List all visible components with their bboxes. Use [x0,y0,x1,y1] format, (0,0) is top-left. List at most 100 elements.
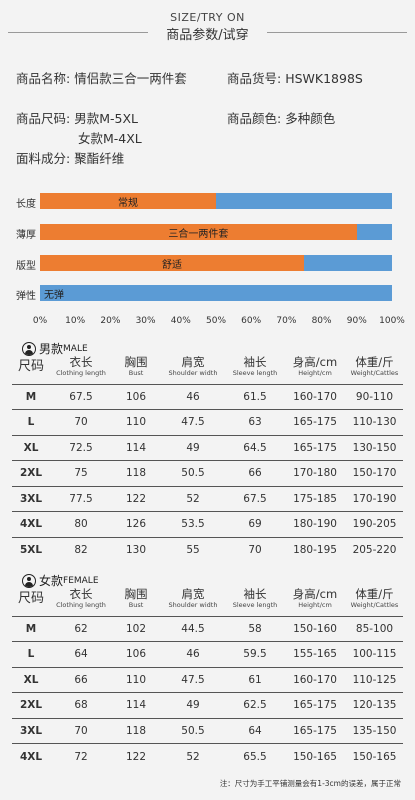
product-color-label: 商品颜色: [227,111,282,126]
person-icon [22,573,36,588]
table-cell: 160-170 [293,390,337,403]
table-cell: 44.5 [181,622,205,635]
table-header: 肩宽 Shoulder width [160,356,226,384]
table-cell: 66 [248,467,262,480]
bar-label-length: 长度 [16,199,36,210]
table-cell: 180-195 [293,544,337,556]
header-zh: 体重/斤 [355,587,394,601]
table-cell: 175-185 [293,492,337,505]
table-cell: 82 [74,544,88,556]
table-row: M 67.5 106 46 61.5 160-170 90-110 [12,384,403,410]
table-cell: 50.5 [181,467,205,480]
header-en: Height/cm [298,369,332,377]
table-cell: 180-190 [293,518,337,531]
bar-fill-length [40,193,216,209]
table-cell: 155-165 [293,648,337,661]
x-tick-label: 10% [65,316,86,326]
size-cell: 3XL [19,724,43,737]
size-cell: L [27,416,35,429]
x-tick-label: 30% [135,316,156,326]
table-cell: 61.5 [243,390,267,403]
table-cell: 70 [74,724,88,737]
table-cell: 190-205 [352,518,397,531]
table-row: XL 72.5 114 49 64.5 165-175 130-150 [12,435,403,461]
table-header: 身高/cm Height/cm [284,588,346,616]
bar-fill-fit [40,255,304,271]
product-code-label: 商品货号: [227,71,282,86]
table-cell: 130-150 [352,441,397,454]
x-tick-label: 40% [170,316,191,326]
bar-track-elasticity: 无弹 [40,285,392,301]
table-cell: 205-220 [352,544,397,556]
bar-label-elasticity: 弹性 [16,291,36,302]
bar-fill-thickness [40,224,357,240]
table-cell: 106 [125,648,147,661]
table-cell: 66 [74,673,88,686]
table-cell: 130 [125,544,147,556]
header-zh: 尺码 [17,591,44,606]
header-zh: 肩宽 [181,587,205,601]
table-cell: 70 [74,416,88,429]
header-zh: 胸围 [124,587,148,601]
x-tick-label: 90% [346,316,367,326]
header-en: Sleeve length [232,601,278,609]
table-cell: 120-135 [352,699,397,712]
table-cell: 77.5 [69,492,93,505]
table-cell: 122 [125,492,147,505]
table-cell: 67.5 [243,492,267,505]
x-tick-label: 20% [100,316,121,326]
table-cell: 100-115 [352,648,397,661]
size-cell: XL [23,673,39,686]
bar-value-thickness: 三合一两件套 [168,229,229,240]
table-cell: 47.5 [181,416,205,429]
table-cell: 110 [125,673,147,686]
table-row: L 70 110 47.5 63 165-175 110-130 [12,409,403,436]
header-en: Shoulder width [168,601,218,609]
table-row: L 64 106 46 59.5 155-165 100-115 [12,641,403,668]
size-cell: M [25,390,37,403]
table-cell: 50.5 [181,724,205,737]
table-cell: 46 [186,390,200,403]
table-cell: 126 [125,518,147,531]
table-header: 袖长 Sleeve length [226,588,284,616]
product-fabric-label: 面料成分: [16,151,71,166]
table-header: 衣长 Clothing length [50,356,112,384]
header-zh: 袖长 [243,355,267,369]
table-cell: 114 [125,441,147,454]
x-tick-label: 0% [32,316,48,326]
bar-label-fit: 版型 [16,261,36,272]
table-cell: 68 [74,699,88,712]
table-cell: 61 [248,673,262,686]
header-zh: 身高/cm [292,355,338,369]
header-title-en: SIZE/TRY ON [170,11,245,24]
product-name-value: 情侣款三合一两件套 [74,71,187,86]
table-row: 5XL 82 130 55 70 180-195 205-220 [12,537,403,563]
table-cell: 75 [74,467,88,480]
size-cell: 4XL [19,518,43,531]
table-header: 尺码 [12,588,50,616]
header-zh: 衣长 [69,587,93,601]
table-cell: 118 [125,724,147,737]
table-header: 胸围 Bust [112,356,160,384]
table-cell: 64 [74,648,88,661]
table-row: 2XL 75 118 50.5 66 170-180 150-170 [12,460,403,487]
header-zh: 尺码 [17,359,44,374]
male-section-title: 男款 MALE [22,340,88,357]
table-row: M 62 102 44.5 58 150-160 85-100 [12,616,403,642]
table-cell: 52 [186,750,200,763]
table-cell: 114 [125,699,147,712]
bar-track-length: 常规 [40,193,392,209]
header-divider-right [267,32,407,33]
table-cell: 53.5 [181,518,205,531]
product-name: 商品名称: 情侣款三合一两件套 [16,68,187,87]
female-size-table: 尺码 衣长 Clothing length 胸围 Bust 肩宽 Shoulder widt… [12,588,403,769]
product-fabric-value: 聚酯纤维 [74,151,125,166]
table-cell: 165-175 [293,699,337,712]
table-cell: 150-165 [352,750,397,763]
female-title-en: FEMALE [63,575,99,586]
table-cell: 62.5 [243,699,267,712]
person-icon [22,341,36,356]
x-tick-label: 100% [379,316,405,326]
header-zh: 肩宽 [181,355,205,369]
header-zh: 袖长 [243,587,267,601]
